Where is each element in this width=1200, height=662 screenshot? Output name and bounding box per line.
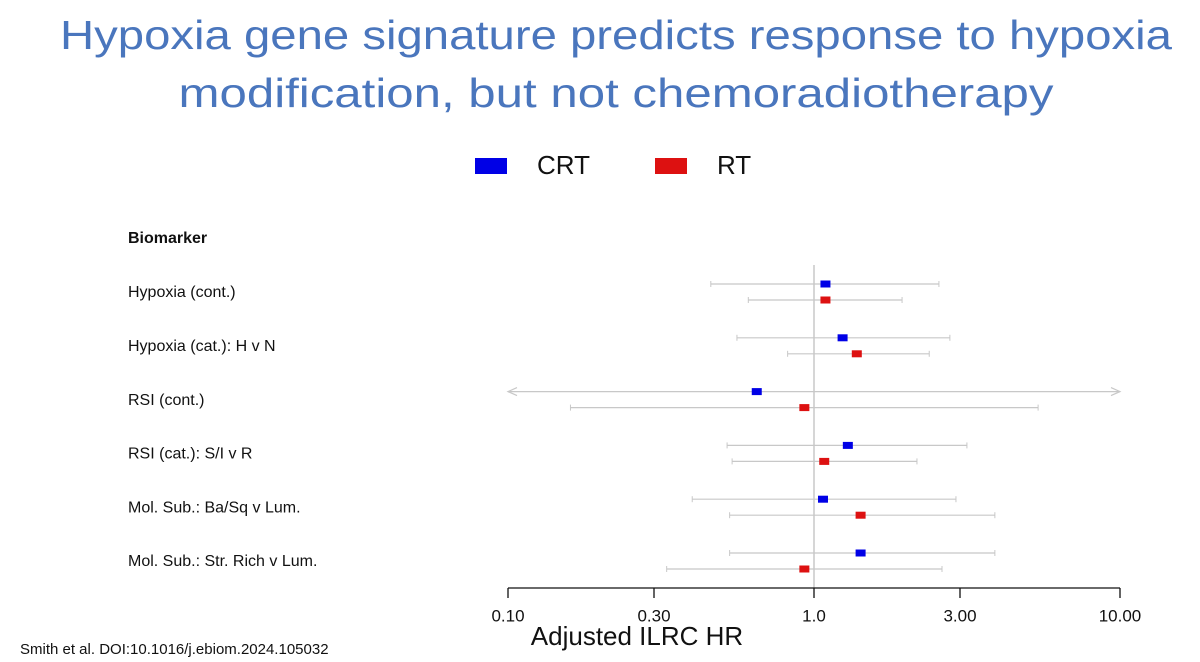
point-estimate (837, 334, 848, 342)
legend-swatch (475, 158, 507, 174)
legend-label: CRT (537, 150, 590, 180)
point-estimate (820, 280, 831, 288)
title-line: Hypoxia gene signature predicts response… (60, 12, 1172, 58)
x-tick-label: 0.10 (491, 606, 524, 625)
x-tick-label: 10.00 (1099, 606, 1142, 625)
row-label: Hypoxia (cont.) (128, 284, 236, 301)
footnote: Smith et al. DOI:10.1016/j.ebiom.2024.10… (20, 641, 329, 658)
point-estimate (817, 495, 828, 503)
point-estimate (851, 350, 862, 358)
x-tick-label: 1.0 (802, 606, 826, 625)
x-tick-label: 0.30 (637, 606, 670, 625)
row-label: RSI (cat.): S/I v R (128, 446, 252, 463)
point-estimate (842, 441, 853, 449)
point-estimate (799, 404, 810, 412)
title-line: modification, but not chemoradiotherapy (179, 70, 1055, 116)
point-estimate (855, 511, 866, 519)
point-estimate (855, 549, 866, 557)
point-estimate (751, 388, 762, 396)
ci-arrow (1110, 387, 1122, 397)
point-estimate (819, 457, 830, 465)
legend-swatch (655, 158, 687, 174)
x-tick-label: 3.00 (943, 606, 976, 625)
point-estimate (820, 296, 831, 304)
row-label: RSI (cont.) (128, 392, 204, 409)
row-label: Hypoxia (cat.): H v N (128, 338, 276, 355)
ci-arrow (506, 387, 518, 397)
row-label: Mol. Sub.: Ba/Sq v Lum. (128, 499, 301, 516)
x-axis-label: Adjusted ILRC HR (531, 621, 743, 651)
column-header: Biomarker (128, 230, 207, 247)
legend-label: RT (717, 150, 751, 180)
row-label: Mol. Sub.: Str. Rich v Lum. (128, 553, 317, 570)
point-estimate (799, 565, 810, 573)
